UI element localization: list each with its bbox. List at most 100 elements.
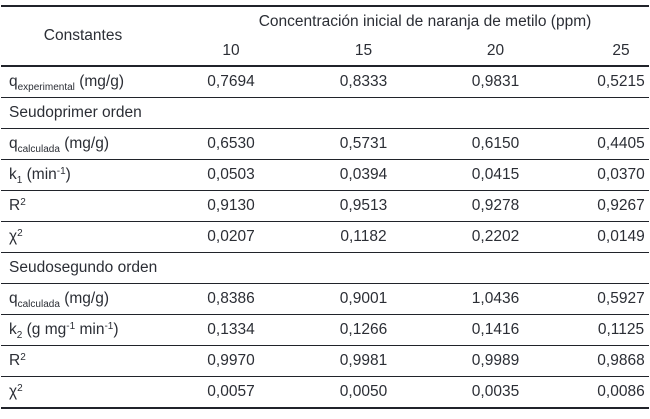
sub-text: calculada xyxy=(17,144,60,155)
label-text: q xyxy=(9,290,18,307)
section-row: Seudoprimer orden xyxy=(1,97,649,129)
value-cell: 0,0370 xyxy=(561,159,649,191)
sub-text: calculada xyxy=(17,299,60,310)
value-cell: 0,0503 xyxy=(165,159,297,191)
value-cell: 0,0149 xyxy=(561,221,649,253)
value-cell: 0,8386 xyxy=(165,283,297,315)
table-row: R2 0,9970 0,9981 0,9989 0,9868 xyxy=(1,345,649,377)
table-row: R2 0,9130 0,9513 0,9278 0,9267 xyxy=(1,190,649,222)
table-row: qcalculada (mg/g) 0,6530 0,5731 0,6150 0,440… xyxy=(1,128,649,160)
header-row-concentrations: 10 15 20 25 xyxy=(1,37,649,67)
label-text: R xyxy=(9,352,21,369)
label-text: χ xyxy=(9,383,18,400)
header-concentration-25: 25 xyxy=(561,37,649,67)
table-row: qexperimental (mg/g) 0,7694 0,8333 0,9831 0,… xyxy=(1,66,649,98)
table-row: qcalculada (mg/g) 0,8386 0,9001 1,0436 0,592… xyxy=(1,283,649,315)
value-cell: 0,2202 xyxy=(430,221,561,253)
row-label: qcalculada (mg/g) xyxy=(1,283,165,315)
value-cell: 0,9267 xyxy=(561,190,649,222)
value-cell: 0,9868 xyxy=(561,345,649,377)
value-cell: 0,9989 xyxy=(430,345,561,377)
sup-text: 2 xyxy=(17,228,23,239)
value-cell: 0,9970 xyxy=(165,345,297,377)
row-label: χ2 xyxy=(1,221,165,253)
value-cell: 0,9981 xyxy=(297,345,430,377)
value-cell: 0,9001 xyxy=(297,283,430,315)
value-cell: 0,0086 xyxy=(597,383,645,400)
label-text: χ xyxy=(9,228,18,245)
table-header: Constantes Concentración inicial de nara… xyxy=(1,6,649,67)
kinetics-table: Constantes Concentración inicial de nara… xyxy=(1,5,649,409)
value-cell: 0,0050 xyxy=(339,383,388,400)
sup-text: 2 xyxy=(17,383,23,394)
sup-text: 2 xyxy=(20,197,26,208)
section-label: Seudoprimer orden xyxy=(1,97,649,129)
row-label: R2 xyxy=(1,345,165,377)
value-cell: 0,8333 xyxy=(297,66,430,98)
value-cell: 0,1334 xyxy=(165,314,297,346)
header-concentration-15: 15 xyxy=(297,37,430,67)
header-concentration-20: 20 xyxy=(430,37,561,67)
sup-text: -1 xyxy=(104,321,114,332)
sup-text: 2 xyxy=(20,352,26,363)
value-cell: 0,9130 xyxy=(165,190,297,222)
value-cell: 0,6150 xyxy=(430,128,561,160)
value-cell: 0,5731 xyxy=(297,128,430,160)
sup-text: -1 xyxy=(56,166,66,177)
value-cell: 0,0394 xyxy=(297,159,430,191)
table-body: qexperimental (mg/g) 0,7694 0,8333 0,9831 0,… xyxy=(1,66,649,408)
label-text: R xyxy=(9,197,21,214)
label-text: min xyxy=(75,321,105,338)
value-cell: 0,9278 xyxy=(430,190,561,222)
section-row: Seudosegundo orden xyxy=(1,252,649,284)
label-text: (min xyxy=(22,166,57,183)
row-label: qcalculada (mg/g) xyxy=(1,128,165,160)
label-text: ) xyxy=(65,166,71,183)
value-cell: 0,1182 xyxy=(297,221,430,253)
value-cell: 0,1125 xyxy=(561,314,649,346)
value-cell: 0,1416 xyxy=(430,314,561,346)
sup-text: -1 xyxy=(66,321,76,332)
label-text: q xyxy=(9,73,18,90)
section-label: Seudosegundo orden xyxy=(1,252,649,284)
value-cell: 0,9513 xyxy=(297,190,430,222)
label-text: (mg/g) xyxy=(59,290,109,307)
value-cell: 0,6530 xyxy=(165,128,297,160)
value-cell: 0,0207 xyxy=(165,221,297,253)
value-cell: 0,1266 xyxy=(297,314,430,346)
label-text: k xyxy=(9,166,17,183)
table-row: χ2 0,0207 0,1182 0,2202 0,0149 xyxy=(1,221,649,253)
value-cell: 0,9831 xyxy=(430,66,561,98)
table-row: k1 (min-1) 0,0503 0,0394 0,0415 0,0370 xyxy=(1,159,649,191)
table-row: χ2 0,0057 0,0050 0,0035 0,0086 xyxy=(1,377,649,409)
label-text: q xyxy=(9,135,18,152)
row-label: χ2 xyxy=(1,377,165,409)
label-text: k xyxy=(9,321,17,338)
sub-text: 2 xyxy=(16,330,23,341)
header-concentration-10: 10 xyxy=(165,37,297,67)
value-cell: 0,0415 xyxy=(430,159,561,191)
value-cell: 0,5927 xyxy=(561,283,649,315)
label-text: (mg/g) xyxy=(74,73,124,90)
header-row-top: Constantes Concentración inicial de nara… xyxy=(1,6,649,67)
value-cell: 0,0035 xyxy=(471,383,520,400)
value-cell: 0,4405 xyxy=(561,128,649,160)
table-row: k2 (g mg-1 min-1) 0,1334 0,1266 0,1416 0,112… xyxy=(1,314,649,346)
label-text: Seudoprimer orden xyxy=(9,104,142,121)
value-cell: 1,0436 xyxy=(430,283,561,315)
label-text: (g mg xyxy=(22,321,67,338)
value-cell: 0,5215 xyxy=(561,66,649,98)
value-cell: 0,0057 xyxy=(207,383,255,400)
value-cell: 0,7694 xyxy=(165,66,297,98)
sub-text: experimental xyxy=(17,82,75,93)
label-text: Seudosegundo orden xyxy=(9,259,158,276)
row-label: k1 (min-1) xyxy=(1,159,165,191)
header-constants: Constantes xyxy=(1,6,165,67)
row-label: k2 (g mg-1 min-1) xyxy=(1,314,165,346)
label-text: (mg/g) xyxy=(59,135,109,152)
sub-text: 1 xyxy=(16,175,23,186)
label-text: ) xyxy=(113,321,119,338)
row-label: qexperimental (mg/g) xyxy=(1,66,165,98)
row-label: R2 xyxy=(1,190,165,222)
